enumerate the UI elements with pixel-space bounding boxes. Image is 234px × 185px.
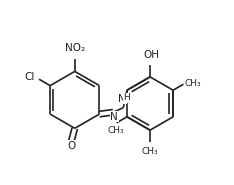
Text: CH₃: CH₃ [107,126,124,134]
Text: N: N [110,112,118,122]
Text: NO₂: NO₂ [65,43,85,53]
Text: N: N [118,94,126,104]
Text: O: O [67,141,76,151]
Text: OH: OH [143,50,159,60]
Text: H: H [123,93,130,102]
Text: CH₃: CH₃ [184,79,201,88]
Text: CH₃: CH₃ [142,147,158,156]
Text: Cl: Cl [25,72,35,82]
